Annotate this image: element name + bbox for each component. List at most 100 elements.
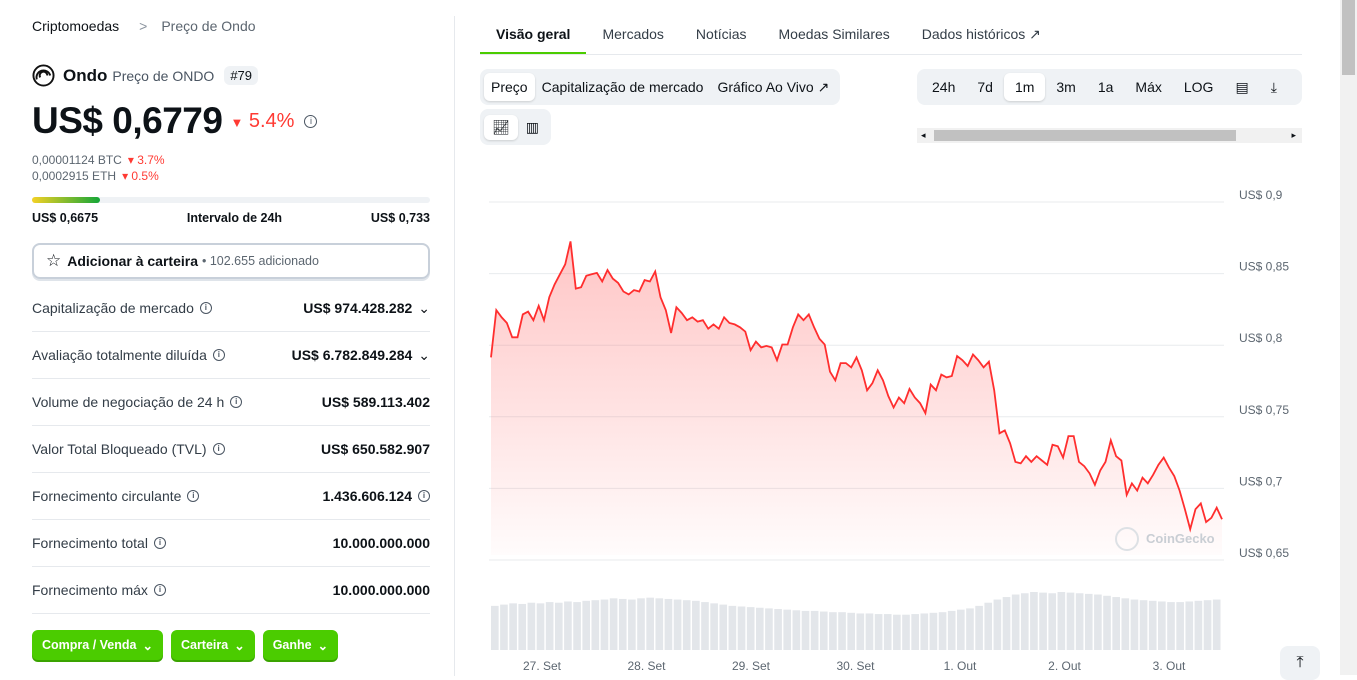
chart-type-live[interactable]: Gráfico Ao Vivo ↗ bbox=[710, 73, 836, 102]
volume-bar bbox=[1121, 598, 1129, 650]
page-scrollbar-thumb[interactable] bbox=[1342, 0, 1355, 75]
scroll-right-icon[interactable]: ▸ bbox=[1291, 128, 1296, 143]
y-tick-label: US$ 0,9 bbox=[1239, 188, 1283, 202]
add-to-portfolio-label: Adicionar à carteira bbox=[67, 253, 198, 269]
volume-bar bbox=[1195, 601, 1203, 650]
range-3m[interactable]: 3m bbox=[1045, 73, 1086, 101]
tab-news[interactable]: Notícias bbox=[680, 16, 763, 54]
portfolio-count: • 102.655 adicionado bbox=[202, 254, 319, 268]
stat-label-text: Fornecimento circulante bbox=[32, 488, 181, 504]
volume-bar bbox=[1149, 601, 1157, 650]
wallet-button[interactable]: Carteira⌄ bbox=[171, 630, 255, 660]
range-high: US$ 0,733 bbox=[371, 211, 430, 225]
info-icon[interactable]: i bbox=[213, 443, 225, 455]
breadcrumb-separator: > bbox=[139, 18, 147, 34]
info-icon[interactable]: i bbox=[154, 584, 166, 596]
star-icon: ☆ bbox=[46, 251, 61, 271]
volume-bar bbox=[866, 613, 874, 650]
range-máx[interactable]: Máx bbox=[1124, 73, 1172, 101]
chart-type-market-cap[interactable]: Capitalização de mercado bbox=[535, 73, 711, 101]
volume-bar bbox=[1204, 600, 1212, 650]
candlestick-chart-icon[interactable]: ▥ bbox=[518, 115, 547, 140]
chevron-down-icon[interactable]: ⌄ bbox=[418, 300, 430, 317]
buy-sell-button[interactable]: Compra / Venda ⌄ bbox=[32, 630, 163, 660]
current-price: US$ 0,6779 bbox=[32, 100, 222, 142]
volume-bar bbox=[564, 601, 572, 650]
info-icon[interactable]: i bbox=[154, 537, 166, 549]
tab-historical-data[interactable]: Dados históricos ↗ bbox=[906, 16, 1057, 54]
stat-label: Valor Total Bloqueado (TVL)i bbox=[32, 441, 225, 457]
range-1a[interactable]: 1a bbox=[1087, 73, 1125, 101]
line-chart-icon[interactable]: 📈︎ bbox=[484, 115, 518, 140]
breadcrumb-root[interactable]: Criptomoedas bbox=[32, 18, 119, 34]
volume-bar bbox=[1003, 597, 1011, 650]
tab-overview[interactable]: Visão geral bbox=[480, 16, 586, 54]
download-icon[interactable]: ⤓ bbox=[1260, 73, 1288, 102]
btc-change: ▾ 3.7% bbox=[128, 153, 165, 167]
page-scrollbar[interactable] bbox=[1340, 0, 1357, 675]
volume-bar bbox=[665, 599, 673, 650]
stat-value: US$ 589.113.402 bbox=[322, 394, 430, 410]
info-icon[interactable]: i bbox=[230, 396, 242, 408]
chevron-down-icon: ⌄ bbox=[142, 638, 152, 653]
volume-bar bbox=[966, 608, 974, 650]
stat-value-text: 10.000.000.000 bbox=[333, 535, 430, 551]
scrollbar-thumb[interactable] bbox=[934, 130, 1236, 141]
volume-bar bbox=[683, 600, 691, 650]
info-icon[interactable]: i bbox=[418, 490, 430, 502]
eth-value: 0,0002915 ETH bbox=[32, 169, 116, 183]
y-tick-label: US$ 0,65 bbox=[1239, 546, 1289, 560]
calendar-icon[interactable]: ▤ bbox=[1224, 73, 1259, 102]
coin-header: Ondo Preço de ONDO #79 bbox=[32, 64, 258, 87]
add-to-portfolio-button[interactable]: ☆ Adicionar à carteira • 102.655 adicion… bbox=[32, 243, 430, 279]
range-labels: US$ 0,6675 Intervalo de 24h US$ 0,733 bbox=[32, 211, 430, 225]
chart-type-price[interactable]: Preço bbox=[484, 73, 535, 101]
range-log[interactable]: LOG bbox=[1173, 73, 1225, 101]
coingecko-watermark: CoinGecko bbox=[1146, 531, 1215, 546]
range-1m[interactable]: 1m bbox=[1004, 73, 1045, 101]
volume-bar bbox=[984, 603, 992, 650]
range-bar-fill bbox=[32, 197, 100, 203]
info-icon[interactable]: i bbox=[200, 302, 212, 314]
chevron-down-icon[interactable]: ⌄ bbox=[418, 347, 430, 364]
y-tick-label: US$ 0,85 bbox=[1239, 260, 1289, 274]
range-7d[interactable]: 7d bbox=[966, 73, 1004, 101]
btc-change-value: 3.7% bbox=[137, 153, 164, 167]
coin-name: Ondo bbox=[63, 66, 107, 86]
y-tick-label: US$ 0,7 bbox=[1239, 474, 1283, 488]
horizontal-scrollbar[interactable]: ◂▸ bbox=[917, 128, 1302, 143]
earn-button[interactable]: Ganhe⌄ bbox=[263, 630, 338, 660]
stat-label: Avaliação totalmente diluída i bbox=[32, 347, 225, 363]
range-24h[interactable]: 24h bbox=[921, 73, 966, 101]
info-icon[interactable]: i bbox=[304, 115, 317, 128]
volume-bar bbox=[820, 612, 828, 650]
volume-bar bbox=[1112, 597, 1120, 650]
tab-markets[interactable]: Mercados bbox=[586, 16, 679, 54]
volume-bar bbox=[1048, 593, 1056, 650]
volume-bar bbox=[646, 598, 654, 650]
price-area bbox=[491, 241, 1222, 555]
scroll-left-icon[interactable]: ◂ bbox=[921, 128, 926, 143]
volume-bar bbox=[939, 612, 947, 650]
volume-bar bbox=[1085, 594, 1093, 650]
tab-similar-coins[interactable]: Moedas Similares bbox=[763, 16, 906, 54]
x-tick-label: 2. Out bbox=[1048, 659, 1081, 673]
volume-bar bbox=[857, 613, 865, 650]
volume-bar bbox=[930, 613, 938, 650]
volume-bar bbox=[829, 612, 837, 650]
stat-value: US$ 6.782.849.284 ⌄ bbox=[292, 347, 430, 364]
stat-label-text: Avaliação totalmente diluída bbox=[32, 347, 207, 363]
stat-value-text: 1.436.606.124 bbox=[322, 488, 412, 504]
stat-value-text: US$ 650.582.907 bbox=[321, 441, 430, 457]
x-tick-label: 3. Out bbox=[1153, 659, 1186, 673]
volume-bar bbox=[1185, 601, 1193, 650]
range-bar bbox=[32, 197, 430, 203]
volume-bar bbox=[1012, 595, 1020, 650]
stat-value-text: US$ 6.782.849.284 bbox=[292, 347, 413, 363]
range-low: US$ 0,6675 bbox=[32, 211, 98, 225]
info-icon[interactable]: i bbox=[213, 349, 225, 361]
info-icon[interactable]: i bbox=[187, 490, 199, 502]
buy-sell-label: Compra / Venda bbox=[42, 638, 136, 652]
